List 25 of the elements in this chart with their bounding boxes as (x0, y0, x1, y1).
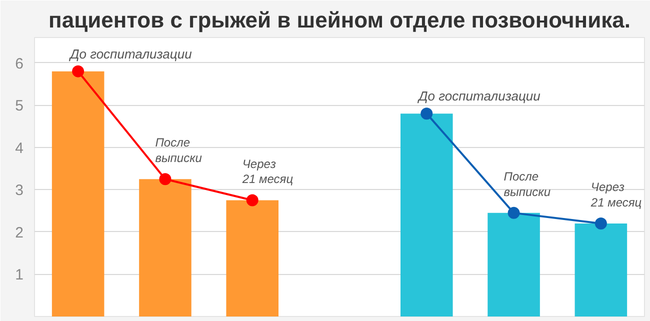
y-tick-label: 6 (15, 55, 24, 72)
data-label: После выписки (155, 136, 202, 166)
data-label: После выписки (504, 170, 551, 199)
bar (574, 224, 628, 316)
point (594, 218, 607, 230)
data-label: До госпитализации (68, 46, 192, 62)
point (246, 194, 258, 206)
chart-title: пациентов с грыжей в шейном отделе позвоночника. (48, 8, 630, 32)
data-label: Через 21 месяц (241, 156, 294, 186)
y-tick-label: 2 (15, 224, 24, 242)
point (159, 173, 172, 186)
point (508, 206, 520, 219)
y-tick-label: 3 (15, 182, 24, 200)
y-tick-label: 5 (15, 98, 24, 115)
bar (52, 71, 104, 316)
bar (488, 212, 540, 316)
bar (226, 200, 278, 316)
y-tick-label: 1 (15, 266, 24, 284)
bar (139, 179, 192, 316)
point (420, 108, 433, 120)
y-tick-label: 4 (15, 140, 24, 157)
data-label: Через 21 месяц (590, 180, 642, 210)
point (72, 65, 84, 78)
bar (400, 114, 453, 316)
data-label: До госпитализации (416, 88, 540, 104)
